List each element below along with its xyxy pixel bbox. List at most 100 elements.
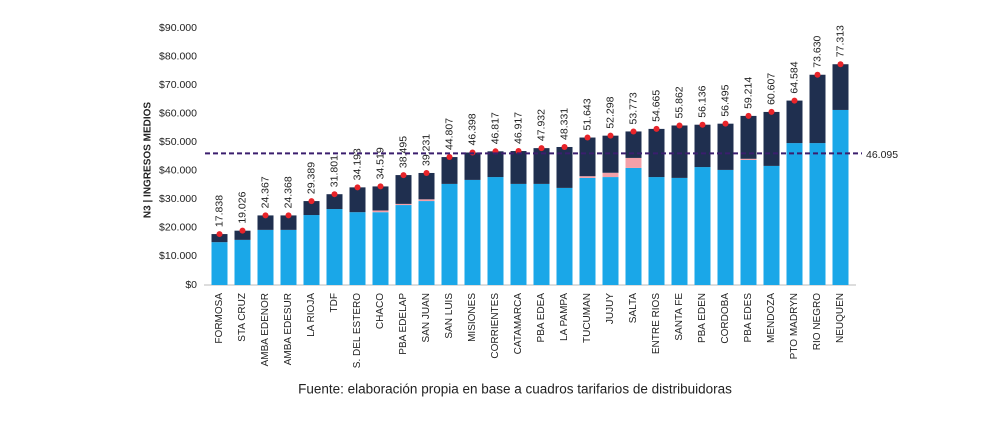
bar-segment: [487, 151, 504, 178]
bar-segment: [602, 172, 619, 178]
total-label: 24.367: [259, 176, 271, 208]
bar-segment: [625, 167, 642, 285]
bar-segment: [809, 74, 826, 144]
bar-segment: [464, 179, 481, 285]
x-tick-label: NEUQUEN: [835, 293, 846, 343]
x-tick-label: S. DEL ESTERO: [352, 293, 363, 368]
total-marker: [561, 143, 568, 150]
total-marker: [239, 227, 246, 234]
total-label: 56.136: [696, 85, 708, 117]
bar-segment: [556, 146, 573, 188]
total-marker: [538, 145, 545, 152]
bar-segment: [740, 158, 757, 160]
total-label: 46.398: [466, 113, 478, 145]
bar-segment: [464, 152, 481, 180]
x-tick-label: PBA EDELAP: [398, 293, 409, 355]
bar-segment: [211, 234, 228, 243]
bar-segment: [326, 194, 343, 210]
bar-segment: [372, 210, 389, 213]
bar-segment: [487, 177, 504, 285]
bar-segment: [441, 157, 458, 184]
total-label: 60.607: [765, 73, 777, 105]
total-marker: [745, 112, 752, 119]
bar-segment: [395, 205, 412, 285]
bar-segment: [303, 201, 320, 216]
bar-segment: [395, 175, 412, 204]
bar-segment: [280, 229, 297, 285]
bar-segment: [786, 100, 803, 144]
total-label: 39.231: [420, 134, 432, 166]
total-label: 54.665: [650, 90, 662, 122]
total-label: 64.584: [788, 61, 800, 93]
bar-segment: [740, 159, 757, 285]
y-tick-label: $30.000: [159, 193, 197, 205]
x-tick-label: PBA EDES: [743, 293, 754, 343]
bar-segment: [786, 143, 803, 285]
total-label: 77.313: [834, 25, 846, 57]
bar-segment: [602, 135, 619, 173]
total-label: 56.495: [719, 84, 731, 116]
bar-segment: [211, 242, 228, 285]
y-tick-label: $0: [185, 279, 197, 291]
x-tick-label: SAN JUAN: [421, 293, 432, 342]
bar-segment: [717, 123, 734, 170]
total-label: 47.932: [535, 109, 547, 141]
bar-segment: [372, 186, 389, 211]
total-marker: [377, 183, 384, 190]
x-tick-label: SANTA FE: [674, 293, 685, 341]
total-marker: [216, 231, 223, 238]
total-label: 73.630: [811, 35, 823, 67]
bar-segment: [579, 177, 596, 285]
x-tick-label: PBA EDEA: [536, 293, 547, 343]
total-label: 24.368: [282, 176, 294, 208]
bar-segment: [671, 125, 688, 178]
x-tick-label: CORRIENTES: [490, 293, 501, 359]
bar-segment: [234, 230, 251, 240]
y-tick-label: $90.000: [159, 22, 197, 34]
bar-segment: [740, 115, 757, 159]
bar-segment: [648, 177, 665, 285]
total-label: 55.862: [673, 86, 685, 118]
x-tick-label: SALTA: [628, 293, 639, 324]
total-marker: [354, 184, 361, 191]
bar-segment: [257, 215, 274, 230]
bar-segment: [303, 215, 320, 285]
bar-segment: [326, 209, 343, 285]
bar-segment: [717, 169, 734, 285]
total-label: 31.801: [328, 155, 340, 187]
x-tick-label: CATAMARCA: [513, 293, 524, 355]
total-label: 44.807: [443, 118, 455, 150]
total-marker: [262, 212, 269, 219]
y-tick-label: $80.000: [159, 50, 197, 62]
bar-segment: [533, 148, 550, 184]
total-label: 19.026: [236, 191, 248, 223]
x-tick-label: LA PAMPA: [559, 293, 570, 341]
y-tick-label: $50.000: [159, 136, 197, 148]
total-marker: [722, 120, 729, 127]
total-label: 29.389: [305, 162, 317, 194]
total-marker: [607, 132, 614, 139]
bar-segment: [832, 109, 849, 286]
total-marker: [676, 122, 683, 129]
x-tick-label: CORDOBA: [720, 293, 731, 344]
total-marker: [423, 169, 430, 176]
total-label: 17.838: [213, 195, 225, 227]
x-tick-label: MENDOZA: [766, 293, 777, 343]
x-tick-label: AMBA EDESUR: [283, 293, 294, 365]
total-marker: [446, 154, 453, 161]
y-axis-title: N3 | INGRESOS MEDIOS: [143, 102, 154, 218]
bar-segment: [694, 124, 711, 168]
x-tick-label: PBA EDEN: [697, 293, 708, 343]
source-note: Fuente: elaboración propia en base a cua…: [298, 382, 732, 397]
y-tick-label: $70.000: [159, 79, 197, 91]
x-tick-label: PTO MADRYN: [789, 293, 800, 359]
y-tick-label: $10.000: [159, 250, 197, 262]
total-marker: [308, 198, 315, 205]
x-tick-label: FORMOSA: [214, 293, 225, 344]
bar-segment: [280, 215, 297, 230]
x-tick-label: STA CRUZ: [237, 293, 248, 342]
total-marker: [699, 121, 706, 128]
bar-segment: [418, 201, 435, 285]
total-marker: [768, 108, 775, 115]
total-label: 48.331: [558, 108, 570, 140]
